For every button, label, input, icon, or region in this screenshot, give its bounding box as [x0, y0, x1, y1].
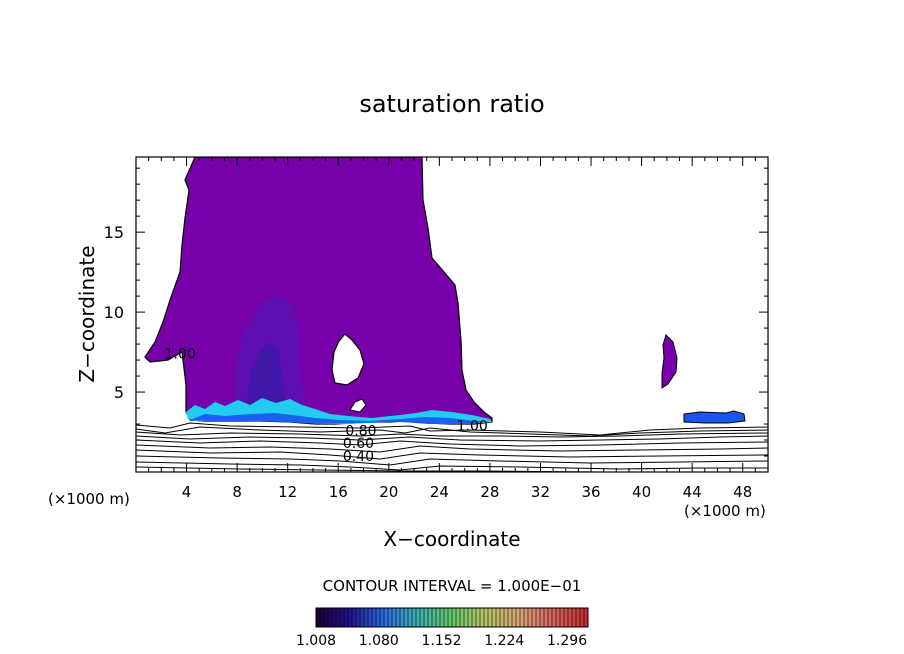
contour-line	[136, 435, 768, 442]
contour-lines	[136, 422, 768, 472]
contour-line	[136, 455, 768, 466]
contour-label: 1.00	[457, 419, 488, 435]
moist-hole	[331, 333, 365, 386]
supersaturated-region	[144, 157, 493, 425]
y-tick-labels: 5 10 15	[104, 223, 124, 402]
x-tick-label: 28	[480, 483, 499, 501]
low-cloud-patch	[683, 410, 746, 424]
contour-line	[136, 431, 768, 438]
contour-line	[136, 422, 768, 436]
contour-line	[136, 449, 768, 460]
x-tick-label: 4	[182, 483, 192, 501]
x-unit-right: (×1000 m)	[684, 502, 766, 520]
x-tick-label: 44	[683, 483, 702, 501]
contour-interval-label: CONTOUR INTERVAL = 1.000E−01	[323, 577, 582, 595]
moist-hole-small	[349, 398, 367, 413]
x-tick-label: 48	[733, 483, 752, 501]
chart-title: saturation ratio	[359, 90, 544, 118]
core-region-inner	[246, 342, 286, 410]
x-tick-label: 36	[581, 483, 600, 501]
x-tick-label: 20	[379, 483, 398, 501]
y-tick-label: 10	[104, 303, 124, 322]
contour-label: 1.00	[165, 347, 196, 363]
x-tick-label: 40	[632, 483, 651, 501]
colorbar-tick-label: 1.008	[296, 633, 336, 649]
y-axis-label: Z−coordinate	[75, 245, 99, 382]
contour-label: 0.60	[343, 436, 374, 452]
y-tick-label: 5	[114, 383, 124, 402]
x-unit-left: (×1000 m)	[48, 490, 130, 508]
x-axis-label: X−coordinate	[383, 527, 520, 551]
contour-fill-layer	[144, 157, 746, 425]
contour-line	[136, 444, 768, 453]
colorbar-stripes	[319, 608, 585, 627]
x-tick-label: 12	[278, 483, 297, 501]
contour-label: 0.40	[343, 449, 374, 465]
contour-labels: 1.00 1.00 0.800.600.40	[165, 347, 488, 465]
contour-label: 0.80	[345, 423, 376, 439]
colorbar-tick-label: 1.080	[359, 633, 399, 649]
x-tick-label: 24	[430, 483, 449, 501]
cloud-base-blue	[190, 413, 488, 424]
colorbar-tick-label: 1.296	[547, 633, 587, 649]
x-tick-labels: 4 8 12 16 20 24 28 32 36 40 44 48	[182, 483, 752, 501]
contour-line	[136, 466, 768, 472]
contour-line	[136, 426, 768, 437]
colorbar-tick-label: 1.224	[484, 633, 524, 649]
isolated-cloud	[661, 334, 678, 389]
axis-ticks	[136, 157, 768, 472]
colorbar-tick-label: 1.152	[421, 633, 461, 649]
colorbar-labels: 1.008 1.080 1.152 1.224 1.296	[296, 633, 587, 649]
x-tick-label: 16	[329, 483, 348, 501]
x-tick-label: 8	[232, 483, 242, 501]
y-tick-label: 15	[104, 223, 124, 242]
contour-line	[136, 439, 768, 447]
x-tick-label: 32	[531, 483, 550, 501]
contour-line	[136, 461, 768, 471]
